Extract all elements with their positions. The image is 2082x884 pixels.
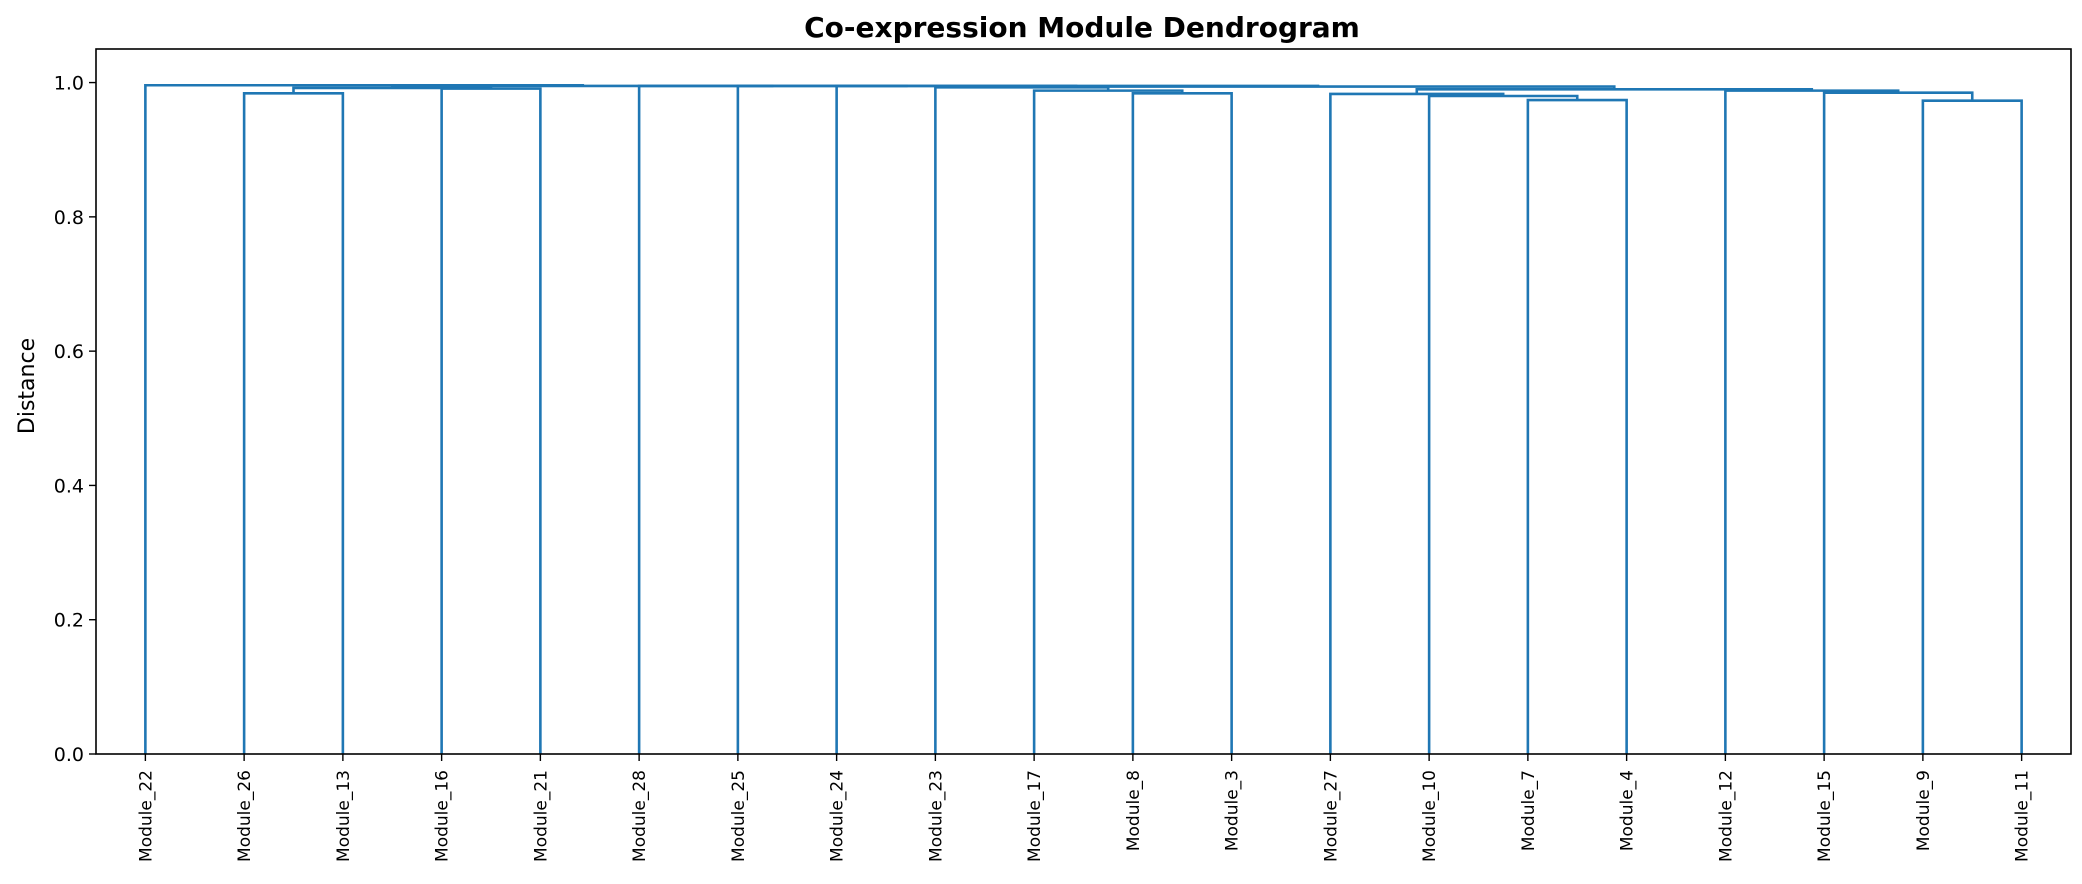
x-axis: Module_22 Module_26 Module_13 Module_16 Modu… xyxy=(136,754,2033,862)
leaf-label: Module_21 xyxy=(531,770,551,862)
plot-frame xyxy=(95,48,2072,755)
leaf-label: Module_11 xyxy=(2013,770,2033,862)
dendrogram-link xyxy=(1724,89,1900,754)
leaf-label: Module_9 xyxy=(1914,770,1934,851)
leaf-label: Module_13 xyxy=(334,770,354,862)
y-tick-label: 0.8 xyxy=(54,207,84,229)
leaf-label: Module_10 xyxy=(1420,770,1440,862)
dendrogram-link xyxy=(835,84,1320,754)
leaf-label: Module_16 xyxy=(433,770,453,862)
leaf-label: Module_27 xyxy=(1321,770,1341,862)
dendrogram-link xyxy=(934,85,1110,754)
leaf-label: Module_7 xyxy=(1519,770,1539,851)
dendrogram-link xyxy=(1822,91,1974,754)
dendrogram-link xyxy=(1526,98,1628,754)
dendrogram-link xyxy=(242,92,345,754)
leaf-label: Module_17 xyxy=(1025,770,1045,862)
leaf-label: Module_8 xyxy=(1124,770,1144,851)
chart-title: Co-expression Module Dendrogram xyxy=(804,11,1360,44)
leaf-label: Module_26 xyxy=(235,770,255,862)
y-tick-label: 0.2 xyxy=(54,610,84,632)
y-tick-label: 0.6 xyxy=(54,341,84,363)
dendrogram-link xyxy=(1329,92,1505,754)
dendrogram-link xyxy=(292,86,493,94)
dendrogram-link xyxy=(440,87,542,754)
leaf-label: Module_28 xyxy=(630,770,650,862)
dendrogram-link xyxy=(1921,99,2023,754)
leaf-label: Module_23 xyxy=(926,770,946,862)
dendrogram-link xyxy=(1032,89,1184,754)
leaf-label: Module_3 xyxy=(1223,770,1243,851)
leaf-label: Module_15 xyxy=(1815,770,1835,862)
y-tick-label: 0.4 xyxy=(54,475,84,497)
dendrogram-links xyxy=(144,83,2023,754)
leaf-label: Module_22 xyxy=(136,770,156,862)
dendrogram-link xyxy=(1131,92,1233,754)
dendrogram-link xyxy=(637,84,908,754)
y-tick-label: 0.0 xyxy=(54,744,84,766)
leaf-label: Module_12 xyxy=(1716,770,1736,862)
y-axis: 0.0 0.2 0.4 0.6 0.8 1.0 xyxy=(54,73,96,766)
dendrogram-link xyxy=(1427,94,1579,754)
dendrogram-link xyxy=(144,83,585,754)
y-tick-label: 1.0 xyxy=(54,73,84,95)
leaf-label: Module_25 xyxy=(729,770,749,862)
leaf-label: Module_4 xyxy=(1618,770,1638,851)
leaf-label: Module_24 xyxy=(828,770,848,862)
y-axis-label: Distance xyxy=(15,338,40,434)
dendrogram-link xyxy=(736,84,1078,754)
